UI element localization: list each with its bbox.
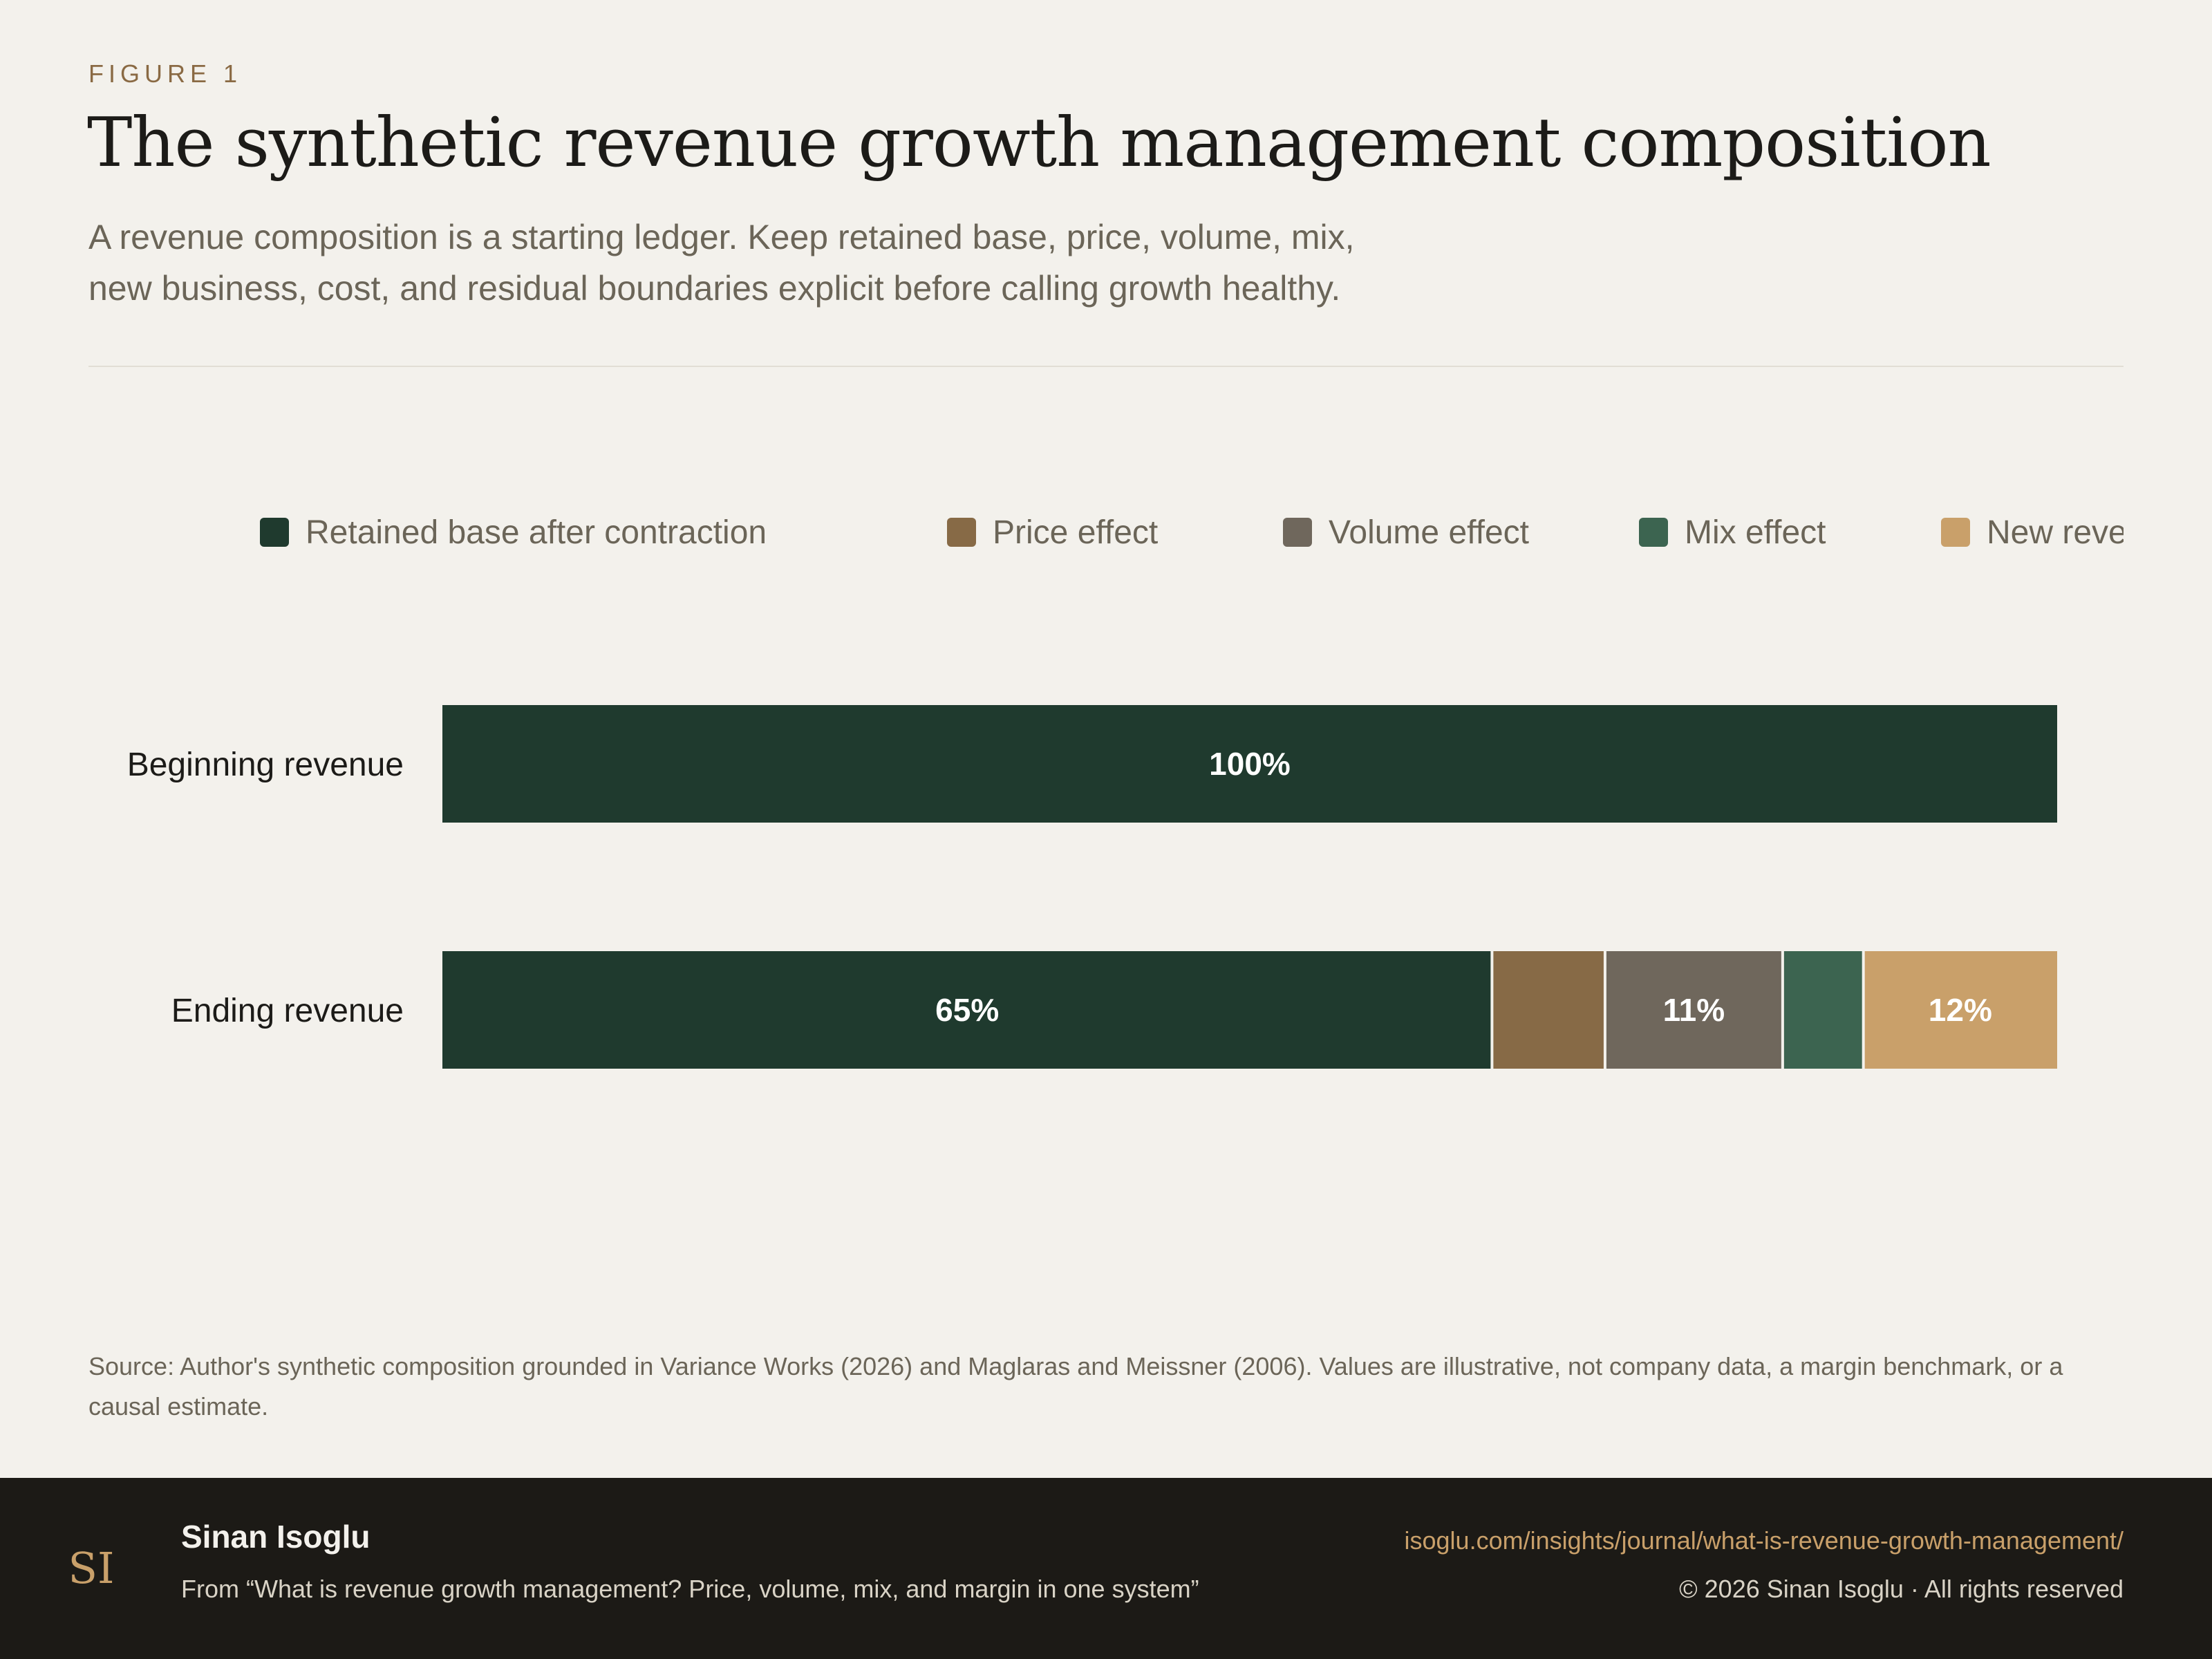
- legend-item: Price effect: [947, 505, 1158, 560]
- bar-segment: [442, 705, 2057, 823]
- category-label: Beginning revenue: [127, 747, 404, 783]
- author-name: Sinan Isoglu: [181, 1519, 371, 1555]
- article-reference: From “What is revenue growth management?…: [181, 1575, 1199, 1603]
- data-label: 100%: [1209, 746, 1291, 782]
- segment-separator: [1603, 951, 1606, 1069]
- category-label: Ending revenue: [171, 993, 404, 1029]
- stacked-bar-chart: Beginning revenue 100% Ending revenue 65% 11…: [0, 664, 2212, 1147]
- page-title: The synthetic revenue growth management …: [87, 104, 1991, 182]
- legend-swatch: [1283, 518, 1312, 547]
- data-label: 11%: [1663, 992, 1725, 1028]
- legend-label: New reven: [1987, 514, 2124, 551]
- data-label: 65%: [935, 992, 999, 1028]
- bar-segment: [1782, 951, 1864, 1069]
- chart-canvas: Beginning revenue 100% Ending revenue 65% 11…: [127, 705, 2057, 1069]
- segment-separator: [1781, 951, 1784, 1069]
- legend-item: Volume effect: [1283, 505, 1529, 560]
- chart-legend: Retained base after contraction Price eff…: [88, 505, 2124, 560]
- legend-label: Mix effect: [1685, 514, 1826, 551]
- legend-item: Mix effect: [1639, 505, 1826, 560]
- bar-segment: [1492, 951, 1605, 1069]
- monogram-logo-icon: SI: [68, 1543, 115, 1593]
- legend-swatch: [1639, 518, 1668, 547]
- bar-segment: [1604, 951, 1783, 1069]
- legend-label: Retained base after contraction: [306, 514, 767, 551]
- data-label: 12%: [1929, 992, 1992, 1028]
- legend-label: Volume effect: [1329, 514, 1529, 551]
- source-note: Source: Author's synthetic composition g…: [88, 1352, 2063, 1421]
- header-divider: [88, 366, 2124, 367]
- legend-swatch: [1941, 518, 1970, 547]
- bar-segment: [1863, 951, 2057, 1069]
- page-subtitle: A revenue composition is a starting ledg…: [88, 218, 1355, 308]
- footer: SI Sinan Isoglu From “What is revenue gr…: [0, 1478, 2212, 1659]
- copyright-notice: © 2026 Sinan Isoglu · All rights reserve…: [1679, 1575, 2124, 1603]
- bar-segment: [442, 951, 1492, 1069]
- legend-item: Retained base after contraction: [260, 505, 767, 560]
- segment-separator: [1862, 951, 1865, 1069]
- article-url-link[interactable]: isoglu.com/insights/journal/what-is-reve…: [1404, 1526, 2124, 1555]
- segment-separator: [1490, 951, 1494, 1069]
- legend-label: Price effect: [993, 514, 1159, 551]
- legend-swatch: [947, 518, 976, 547]
- monogram-logo-text: SI: [68, 1543, 115, 1593]
- figure-label: FIGURE 1: [88, 59, 243, 88]
- legend-item: New reven: [1941, 505, 2124, 560]
- legend-swatch: [260, 518, 289, 547]
